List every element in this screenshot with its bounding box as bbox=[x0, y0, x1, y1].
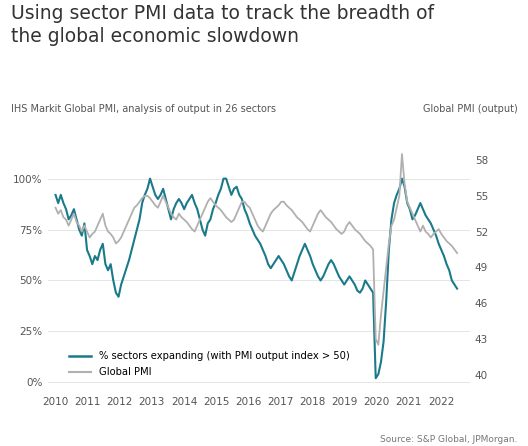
Text: Source: S&P Global, JPMorgan.: Source: S&P Global, JPMorgan. bbox=[380, 435, 517, 444]
Text: IHS Markit Global PMI, analysis of output in 26 sectors: IHS Markit Global PMI, analysis of outpu… bbox=[11, 104, 276, 114]
Text: Using sector PMI data to track the breadth of
the global economic slowdown: Using sector PMI data to track the bread… bbox=[11, 4, 433, 46]
Text: Global PMI (output): Global PMI (output) bbox=[423, 104, 517, 114]
Legend: % sectors expanding (with PMI output index > 50), Global PMI: % sectors expanding (with PMI output ind… bbox=[69, 351, 350, 377]
